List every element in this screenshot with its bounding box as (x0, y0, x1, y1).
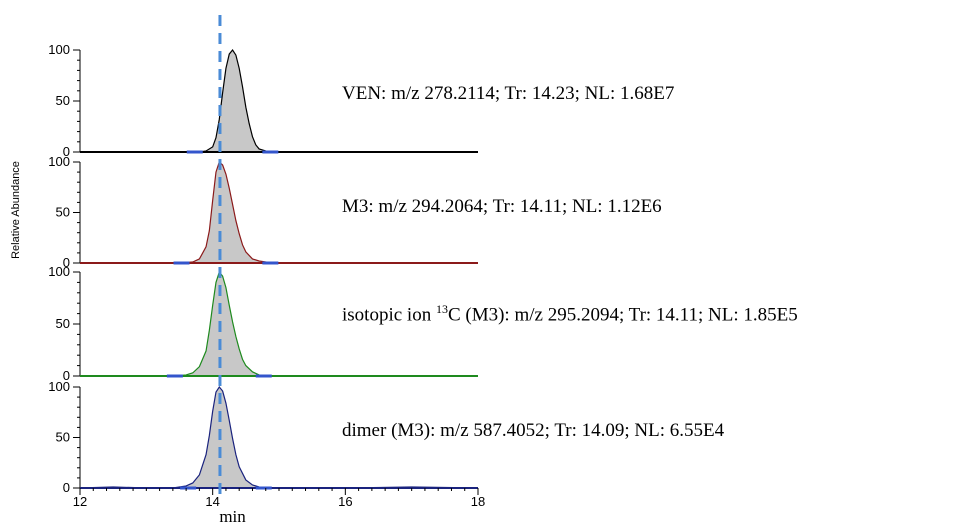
x-axis-title: min (219, 507, 246, 525)
trace-label-m3: M3: m/z 294.2064; Tr: 14.11; NL: 1.12E6 (342, 196, 662, 217)
trace-label-isotopic-suffix: C (M3): m/z 295.2094; Tr: 14.11; NL: 1.8… (447, 304, 798, 326)
trace-label-isotopic: isotopic ion 13C (M3): m/z 295.2094; Tr:… (342, 302, 798, 326)
trace-label-isotopic-sup: 13 (435, 302, 448, 316)
x-tick-label: 14 (205, 494, 219, 509)
y-tick-label: 50 (56, 93, 70, 108)
trace-label-isotopic-prefix: isotopic ion (342, 304, 436, 326)
peak-fill (192, 50, 273, 152)
peak-fill (179, 162, 273, 263)
y-tick-label: 50 (56, 430, 70, 445)
x-tick-label: 16 (338, 494, 352, 509)
y-tick-label: 0 (63, 368, 70, 383)
y-tick-label: 100 (48, 379, 70, 394)
y-tick-label: 0 (63, 255, 70, 270)
trace-label-dimer: dimer (M3): m/z 587.4052; Tr: 14.09; NL:… (342, 420, 725, 441)
y-tick-label: 100 (48, 264, 70, 279)
trace-label-ven: VEN: m/z 278.2114; Tr: 14.23; NL: 1.68E7 (342, 83, 675, 104)
y-tick-label: 100 (48, 42, 70, 57)
peak-line (172, 270, 266, 377)
x-tick-label: 12 (73, 494, 87, 509)
y-tick-label: 0 (63, 480, 70, 495)
y-axis-title: Relative Abundance (10, 161, 22, 259)
y-tick-label: 50 (56, 205, 70, 220)
peak-line (192, 48, 273, 153)
x-tick-label: 18 (471, 494, 485, 509)
y-tick-label: 0 (63, 144, 70, 159)
y-tick-label: 100 (48, 154, 70, 169)
peak-line (179, 160, 273, 264)
y-tick-label: 50 (56, 316, 70, 331)
